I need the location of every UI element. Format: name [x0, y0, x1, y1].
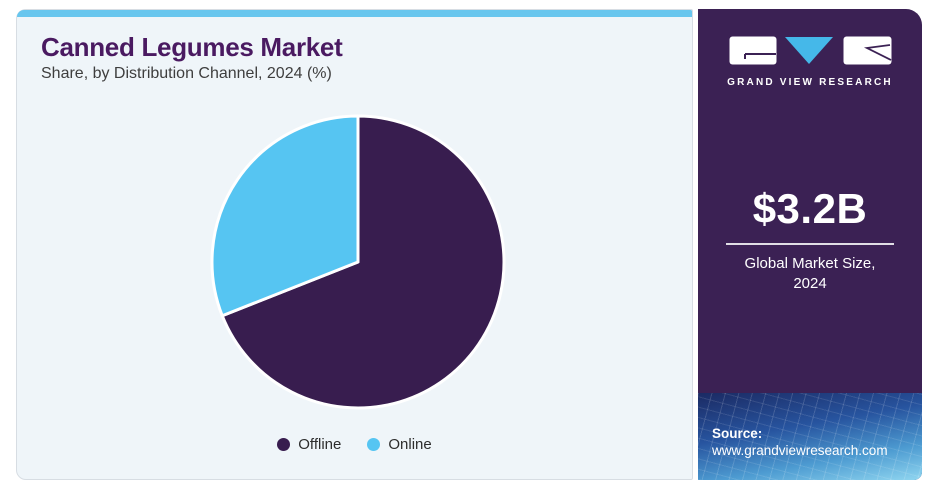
source-section: Source: www.grandviewresearch.com	[698, 393, 922, 480]
legend-label-online: Online	[388, 436, 432, 453]
page-title: Canned Legumes Market	[41, 32, 343, 62]
legend-swatch-offline	[277, 438, 291, 451]
market-size-caption-line2: 2024	[793, 274, 827, 292]
source-label: Source:	[712, 426, 763, 441]
top-accent-bar	[17, 10, 692, 17]
logo-r-block	[843, 36, 891, 65]
chart-panel: Canned Legumes Market Share, by Distribu…	[16, 9, 693, 480]
logo-g-block	[729, 36, 776, 65]
market-size-stat: $3.2B Global Market Size, 2024	[698, 185, 922, 293]
gvr-logo: GRAND VIEW RESEARCH	[698, 36, 922, 88]
stat-divider	[726, 243, 894, 245]
pie-slice-online	[210, 114, 360, 318]
legend: Offline Online	[17, 436, 692, 453]
market-size-caption-line1: Global Market Size,	[744, 255, 876, 272]
page-subtitle: Share, by Distribution Channel, 2024 (%)	[41, 65, 332, 82]
market-size-value: $3.2B	[752, 185, 868, 232]
logo-v-triangle	[784, 37, 833, 64]
gvr-logo-mark	[729, 36, 892, 65]
brand-sidebar: GRAND VIEW RESEARCH $3.2B Global Market …	[698, 9, 922, 480]
pie-chart-svg	[210, 114, 506, 410]
pie-slice-offline	[220, 114, 506, 410]
source-url[interactable]: www.grandviewresearch.com	[712, 443, 888, 458]
gvr-logo-svg	[729, 36, 891, 65]
pie-chart	[206, 110, 510, 414]
legend-item-online: Online	[367, 436, 432, 453]
legend-swatch-online	[367, 438, 381, 451]
legend-label-offline: Offline	[298, 436, 342, 453]
legend-item-offline: Offline	[277, 436, 341, 453]
brand-name: GRAND VIEW RESEARCH	[727, 77, 893, 88]
